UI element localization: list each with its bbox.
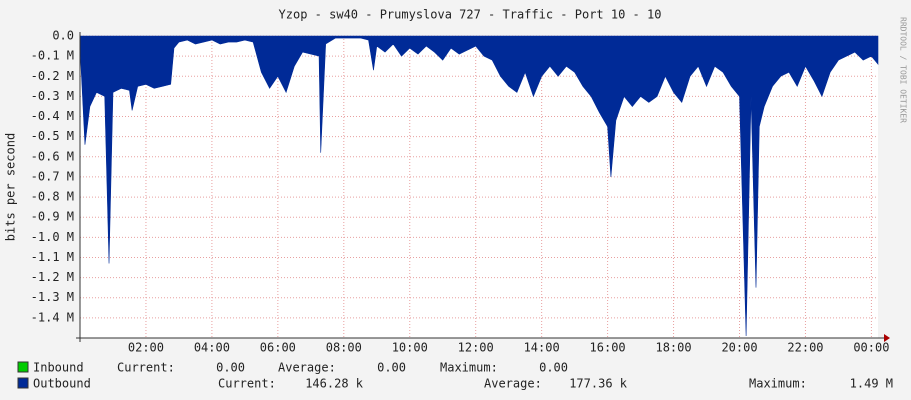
y-tick-label: -0.2 M (31, 69, 74, 83)
stat-label: Average: (484, 377, 542, 391)
legend-label: Inbound (33, 361, 84, 375)
legend-swatch (17, 361, 29, 373)
y-tick-label: -0.4 M (31, 109, 74, 123)
x-tick-label: 04:00 (194, 341, 230, 355)
x-tick-label: 18:00 (655, 341, 691, 355)
y-tick-label: -0.8 M (31, 190, 74, 204)
chart-title: Yzop - sw40 - Prumyslova 727 - Traffic -… (279, 8, 662, 22)
y-tick-label: -0.9 M (31, 210, 74, 224)
x-axis-arrow (884, 334, 890, 342)
y-tick-label: -1.1 M (31, 250, 74, 264)
stat-value: 0.00 (539, 361, 568, 375)
legend-label: Outbound (33, 377, 91, 391)
watermark: RRDTOOL / TOBI OETIKER (899, 17, 908, 123)
x-tick-label: 22:00 (787, 341, 823, 355)
x-tick-label: 20:00 (721, 341, 757, 355)
y-tick-label: 0.0 (52, 29, 74, 43)
x-tick-label: 02:00 (128, 341, 164, 355)
stat-value: 177.36 k (569, 377, 628, 391)
y-tick-label: -0.3 M (31, 89, 74, 103)
y-tick-label: -0.7 M (31, 169, 74, 183)
x-tick-label: 06:00 (260, 341, 296, 355)
marks (79, 35, 879, 336)
y-tick-label: -0.1 M (31, 49, 74, 63)
y-axis-label: bits per second (4, 133, 18, 241)
x-tick-label: 16:00 (590, 341, 626, 355)
grid: 0.0 -0.1 M -0.2 M -0.3 M -0.4 M -0.5 M -0.6 M -… (31, 29, 890, 355)
x-tick-label: 10:00 (392, 341, 428, 355)
y-tick-label: -1.0 M (31, 230, 74, 244)
x-tick-label: 00:00 (853, 341, 889, 355)
y-tick-label: -0.6 M (31, 149, 74, 163)
stat-label: Maximum: (749, 377, 807, 391)
stat-label: Current: (218, 377, 276, 391)
y-tick-label: -0.5 M (31, 129, 74, 143)
x-tick-label: 14:00 (524, 341, 560, 355)
y-tick-label: -1.4 M (31, 310, 74, 324)
stat-label: Average: (278, 361, 336, 375)
stat-value: 146.28 k (305, 377, 364, 391)
x-tick-label: 08:00 (326, 341, 362, 355)
stat-value: 1.49 M (850, 377, 893, 391)
area (79, 35, 879, 336)
y-tick-label: -1.3 M (31, 290, 74, 304)
x-tick-label: 12:00 (458, 341, 494, 355)
y-tick-label: -1.2 M (31, 270, 74, 284)
stat-label: Maximum: (440, 361, 498, 375)
legend: Inbound Current: 0.00 Average: 0.00 Maxi… (17, 361, 893, 391)
stat-value: 0.00 (377, 361, 406, 375)
stat-value: 0.00 (216, 361, 245, 375)
stat-label: Current: (117, 361, 175, 375)
legend-swatch (17, 377, 29, 389)
